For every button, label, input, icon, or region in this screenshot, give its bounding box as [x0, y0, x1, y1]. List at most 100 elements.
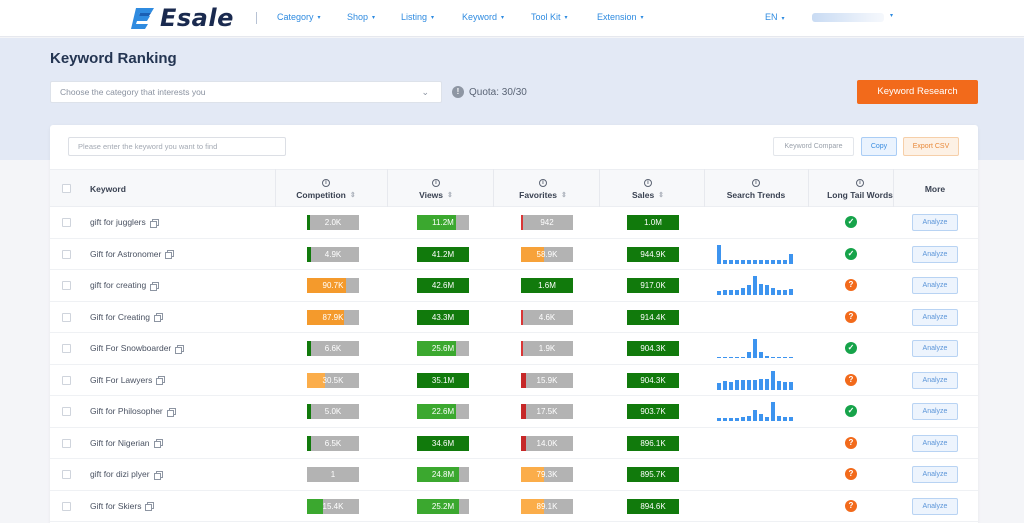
table-row[interactable]	[50, 491, 978, 522]
user-account-name-blurred[interactable]	[812, 13, 884, 22]
keyword-compare-button[interactable]: Keyword Compare	[773, 137, 854, 156]
category-select[interactable]: Choose the category that interests you ⌄	[50, 81, 442, 103]
keyword-cell[interactable]: Gift for Creating	[90, 302, 163, 333]
copy-icon[interactable]	[149, 218, 159, 228]
copy-icon[interactable]	[154, 313, 163, 322]
analyze-button[interactable]: Analyze	[912, 340, 958, 357]
question-circle-icon[interactable]: ?	[845, 436, 857, 449]
table-row[interactable]	[50, 459, 978, 491]
keyword-research-button[interactable]: Keyword Research	[857, 80, 978, 104]
analyze-button[interactable]: Analyze	[912, 214, 958, 231]
analyze-button[interactable]: Analyze	[912, 277, 958, 294]
keyword-cell[interactable]: Gift for Philosopher	[90, 396, 176, 427]
copy-icon[interactable]	[145, 502, 155, 511]
table-row[interactable]	[50, 365, 978, 396]
copy-icon[interactable]	[153, 439, 163, 448]
keyword-cell[interactable]: Gift For Snowboarder	[90, 333, 185, 364]
favorites-bar-value: 15.9K	[536, 375, 558, 385]
analyze-button[interactable]: Analyze	[912, 434, 958, 452]
sort-icon[interactable]: ⇕	[658, 191, 665, 199]
copy-icon[interactable]	[156, 376, 166, 385]
col-sales[interactable]: i Sales ⇕	[598, 170, 698, 208]
keyword-cell[interactable]: gift for creating	[90, 270, 160, 301]
copy-button[interactable]: Copy	[861, 137, 897, 156]
favorites-bar-value: 79.3K	[536, 470, 558, 479]
favorites-bar-value: 14.0K	[536, 438, 558, 448]
favorites-bar-fill	[521, 435, 527, 451]
row-checkbox[interactable]	[62, 375, 71, 385]
keyword-cell[interactable]: Gift for Astronomer	[90, 239, 175, 270]
sort-icon[interactable]: ⇕	[447, 191, 453, 199]
table-row[interactable]	[50, 428, 978, 459]
favorites-bar-fill	[521, 498, 545, 514]
table-row[interactable]	[50, 302, 978, 333]
row-checkbox[interactable]	[62, 438, 71, 448]
competition-bar: 4.9K	[307, 246, 359, 262]
copy-icon[interactable]	[165, 250, 175, 259]
col-favorites[interactable]: i Favorites ⇕	[493, 170, 593, 208]
keyword-cell[interactable]: gift for dizi plyer	[90, 459, 163, 490]
col-competition[interactable]: i Competition ⇕	[276, 170, 376, 208]
copy-icon[interactable]	[166, 407, 176, 417]
row-checkbox[interactable]	[62, 470, 71, 479]
table-row[interactable]	[50, 270, 978, 302]
copy-icon[interactable]	[153, 470, 163, 480]
row-checkbox[interactable]	[62, 407, 71, 416]
views-bar: 42.6M	[417, 278, 469, 293]
analyze-button[interactable]: Analyze	[912, 308, 958, 326]
keyword-cell[interactable]: gift for jugglers	[90, 207, 159, 238]
col-views[interactable]: i Views ⇕	[386, 170, 486, 208]
table-row[interactable]	[50, 239, 978, 270]
table-row[interactable]	[50, 207, 978, 239]
row-checkbox[interactable]	[62, 281, 71, 290]
analyze-button[interactable]: Analyze	[912, 497, 958, 515]
check-circle-icon[interactable]: ✓	[845, 405, 857, 417]
nav-toolkit[interactable]: Tool Kit ▾	[531, 12, 568, 22]
analyze-button[interactable]: Analyze	[912, 403, 958, 420]
analyze-button[interactable]: Analyze	[912, 245, 958, 263]
row-checkbox[interactable]	[62, 249, 71, 259]
nav-shop[interactable]: Shop ▾	[347, 12, 375, 22]
copy-icon[interactable]	[150, 281, 160, 291]
page-title: Keyword Ranking	[50, 50, 177, 67]
keyword-cell[interactable]: Gift for Skiers	[90, 491, 155, 522]
sort-icon[interactable]: ⇕	[349, 191, 356, 199]
row-checkbox[interactable]	[62, 218, 71, 227]
competition-bar-fill	[307, 246, 312, 262]
esale-logo[interactable]: Esale	[130, 4, 234, 32]
export-csv-button[interactable]: Export CSV	[903, 137, 959, 156]
question-circle-icon[interactable]: ?	[845, 499, 857, 512]
question-circle-icon[interactable]: ?	[845, 468, 857, 480]
question-circle-icon[interactable]: ?	[845, 310, 857, 323]
check-circle-icon[interactable]: ✓	[845, 247, 857, 260]
favorites-bar: 17.5K	[521, 404, 573, 419]
check-circle-icon[interactable]: ✓	[845, 342, 857, 354]
nav-extension[interactable]: Extension ▾	[597, 12, 644, 22]
row-checkbox[interactable]	[62, 312, 71, 322]
keyword-search-input[interactable]: Please enter the keyword you want to fin…	[68, 137, 286, 156]
row-checkbox[interactable]	[62, 501, 71, 511]
views-bar: 24.8M	[417, 467, 469, 482]
nav-listing[interactable]: Listing ▾	[401, 12, 434, 22]
nav-category[interactable]: Category ▾	[277, 12, 321, 22]
copy-icon[interactable]	[175, 344, 185, 354]
select-all-checkbox[interactable]	[62, 184, 71, 193]
question-circle-icon[interactable]: ?	[845, 279, 857, 291]
analyze-button[interactable]: Analyze	[912, 371, 958, 389]
question-circle-icon[interactable]: ?	[845, 373, 857, 386]
language-select[interactable]: EN ▾	[765, 12, 785, 22]
chevron-down-icon: ▾	[501, 14, 505, 21]
favorites-bar: 79.3K	[521, 467, 573, 482]
competition-bar: 6.6K	[307, 341, 359, 356]
keyword-cell[interactable]: Gift for Nigerian	[90, 428, 163, 459]
nav-keyword[interactable]: Keyword ▾	[462, 12, 504, 22]
analyze-button[interactable]: Analyze	[912, 466, 958, 483]
trend-bar	[777, 357, 781, 358]
table-row[interactable]	[50, 333, 978, 365]
table-row[interactable]	[50, 396, 978, 428]
sort-icon[interactable]: ⇕	[560, 191, 567, 199]
row-checkbox[interactable]	[62, 344, 71, 353]
check-circle-icon[interactable]: ✓	[845, 216, 857, 228]
keyword-cell[interactable]: Gift For Lawyers	[90, 365, 166, 396]
chevron-down-icon[interactable]: ▾	[890, 13, 894, 19]
